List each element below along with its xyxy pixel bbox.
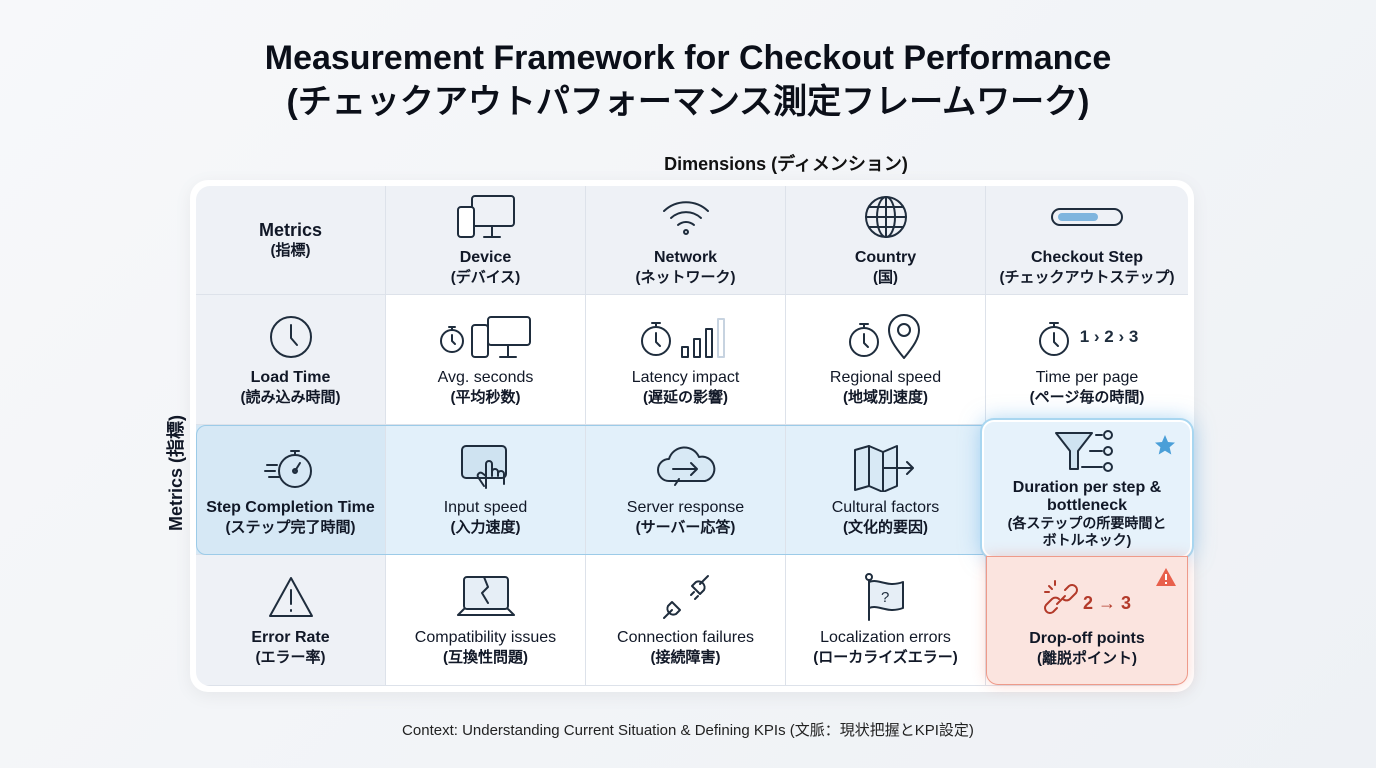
corner-en: Metrics (258, 220, 323, 240)
stopwatch-location-icon (846, 312, 926, 362)
row-jp: (エラー率) (255, 649, 326, 666)
stopwatch-signal-icon (638, 312, 734, 362)
broken-link-steps: 2 → 3 (1043, 573, 1131, 623)
map-arrow-icon (851, 442, 921, 492)
cell-en: Connection failures (617, 629, 754, 646)
cell-jp: (離脱ポイント) (1037, 649, 1137, 667)
broken-link-icon (1043, 579, 1078, 614)
col-jp: (ネットワーク) (635, 269, 736, 286)
svg-text:?: ? (881, 589, 889, 606)
cell-step-device: Input speed (入力速度) (386, 425, 586, 555)
step-sequence: 1 › 2 › 3 (1079, 326, 1139, 346)
row-header-load-time: Load Time (読み込み時間) (196, 295, 386, 425)
cell-load-step: 1 › 2 › 3 Time per page (ページ毎の時間) (986, 295, 1188, 425)
col-en: Device (459, 249, 512, 266)
cell-jp: (遅延の影響) (643, 388, 728, 406)
cell-en: Compatibility issues (414, 629, 557, 646)
column-header-checkout-step: Checkout Step (チェックアウトステップ) (986, 186, 1188, 295)
cell-step-country: Cultural factors (文化的要因) (786, 425, 986, 555)
cell-jp: (文化的要因) (843, 518, 928, 536)
row-en: Load Time (250, 368, 331, 386)
col-jp: (国) (873, 269, 898, 286)
cell-en: Regional speed (829, 368, 942, 386)
alert-icon (1156, 568, 1176, 586)
question-flag-icon: ? (861, 572, 911, 622)
cell-jp: (ローカライズエラー) (813, 649, 958, 666)
cloud-sync-icon (653, 442, 719, 492)
cell-jp: (各ステップの所要時間とボトルネック) (1007, 515, 1167, 548)
cell-jp: (互換性問題) (443, 649, 528, 666)
progress-bar-icon (1050, 192, 1124, 242)
title-jp: (チェックアウトパフォーマンス測定フレームワーク) (286, 83, 1090, 121)
touch-input-icon (458, 442, 514, 492)
cell-en: Server response (626, 498, 745, 516)
context-footer: Context: Understanding Current Situation… (402, 722, 974, 739)
title-en: Measurement Framework for Checkout Perfo… (264, 39, 1112, 77)
column-header-device: Device (デバイス) (386, 186, 586, 295)
row-jp: (ステップ完了時間) (225, 518, 356, 536)
cell-jp: (平均秒数) (450, 388, 521, 406)
stopwatch-devices-icon (438, 312, 534, 362)
col-en: Checkout Step (1030, 249, 1143, 266)
cell-en: Drop-off points (1029, 629, 1145, 647)
cell-step-network: Server response (サーバー応答) (586, 425, 786, 555)
row-header-error-rate: Error Rate (エラー率) (196, 555, 386, 686)
cell-en: Localization errors (820, 629, 951, 646)
corner-jp: (指標) (270, 242, 311, 259)
col-en: Country (854, 249, 917, 266)
cell-load-network: Latency impact (遅延の影響) (586, 295, 786, 425)
page-title: Measurement Framework for Checkout Perfo… (0, 36, 1376, 124)
clock-icon (267, 312, 315, 362)
cell-error-rate-checkout-step: 2 → 3 Drop-off points (離脱ポイント) (986, 556, 1188, 685)
cell-en: Latency impact (631, 368, 740, 386)
fast-stopwatch-icon (263, 442, 319, 492)
row-en: Error Rate (251, 629, 330, 646)
cell-en: Time per page (1035, 368, 1139, 386)
cell-error-step-placeholder (986, 555, 1188, 686)
globe-icon (862, 192, 910, 242)
unplugged-icon (658, 572, 714, 622)
cell-en: Input speed (443, 498, 528, 516)
metrics-axis-label: Metrics (指標) (166, 415, 186, 532)
step-sequence: 2 → 3 (1082, 592, 1132, 613)
col-jp: (デバイス) (450, 269, 521, 286)
stopwatch-steps: 1 › 2 › 3 (1036, 312, 1139, 362)
star-icon (1155, 435, 1175, 455)
cell-en: Avg. seconds (437, 368, 534, 386)
corner-header: Metrics (指標) (196, 186, 386, 295)
wifi-icon (658, 192, 714, 242)
cell-load-device: Avg. seconds (平均秒数) (386, 295, 586, 425)
cell-jp: (地域別速度) (843, 388, 928, 406)
stopwatch-icon (1038, 321, 1069, 356)
cell-jp: (ページ毎の時間) (1029, 388, 1145, 406)
dimensions-label: Dimensions (ディメンション) (664, 154, 908, 174)
row-jp: (読み込み時間) (240, 388, 341, 406)
col-en: Network (653, 249, 718, 266)
cell-load-country: Regional speed (地域別速度) (786, 295, 986, 425)
row-en: Step Completion Time (206, 498, 375, 516)
devices-icon (454, 192, 518, 242)
cell-step-completion-checkout-step: Duration per step & bottleneck (各ステップの所要… (982, 420, 1192, 558)
column-header-country: Country (国) (786, 186, 986, 295)
warning-icon (266, 572, 316, 622)
cell-en: Duration per step & bottleneck (1012, 479, 1162, 514)
cell-error-device: Compatibility issues (互換性問題) (386, 555, 586, 686)
broken-laptop-icon (454, 572, 518, 622)
funnel-timer-icon (1052, 429, 1122, 475)
cell-en: Cultural factors (831, 498, 940, 516)
cell-jp: (入力速度) (450, 518, 521, 536)
cell-error-network: Connection failures (接続障害) (586, 555, 786, 686)
column-header-network: Network (ネットワーク) (586, 186, 786, 295)
cell-error-country: ? Localization errors (ローカライズエラー) (786, 555, 986, 686)
col-jp: (チェックアウトステップ) (999, 269, 1175, 286)
cell-jp: (サーバー応答) (635, 518, 736, 536)
cell-jp: (接続障害) (650, 649, 721, 666)
row-header-step-completion: Step Completion Time (ステップ完了時間) (196, 425, 386, 555)
